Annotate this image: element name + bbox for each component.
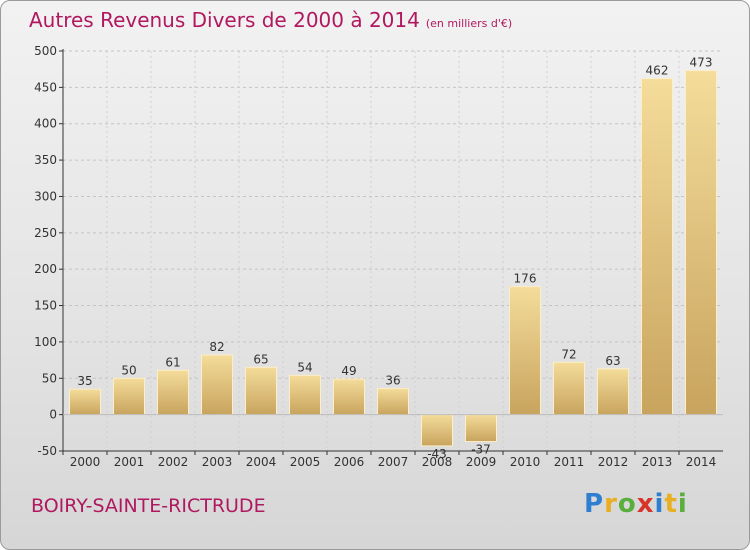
x-tick-label: 2000 (70, 455, 101, 469)
logo-letter: x (636, 489, 655, 519)
data-label-2002: 61 (165, 355, 180, 369)
data-label-2004: 65 (253, 352, 268, 366)
x-tick-label: 2009 (466, 455, 497, 469)
x-tick-label: 2010 (510, 455, 541, 469)
y-tick-label: 50 (42, 371, 57, 385)
x-tick-label: 2002 (158, 455, 189, 469)
y-tick-label: 200 (34, 262, 57, 276)
logo-letter: r (604, 489, 618, 519)
x-tick-label: 2013 (642, 455, 673, 469)
chart-title: Autres Revenus Divers de 2000 à 2014 (29, 8, 420, 32)
x-tick-label: 2006 (334, 455, 365, 469)
y-tick-label: -50 (37, 444, 57, 458)
bar-2005 (289, 374, 321, 416)
logo-letter: i (654, 489, 665, 519)
data-label-2000: 35 (77, 374, 92, 388)
y-tick-label: 250 (34, 226, 57, 240)
data-label-2011: 72 (561, 347, 576, 361)
bars (69, 70, 717, 447)
data-labels: 35 50 61 82 65 54 49 36 -43 -37 176 72 63 462 473 (77, 56, 712, 461)
bar-2013 (641, 78, 673, 416)
y-tick-label: 400 (34, 117, 57, 131)
y-tick-label: 350 (34, 153, 57, 167)
place-name: BOIRY-SAINTE-RICTRUDE (31, 495, 266, 517)
logo-letter: P (584, 489, 605, 519)
logo-letter: i (677, 489, 688, 519)
x-tick-label: 2003 (202, 455, 233, 469)
logo-letter: t (664, 489, 678, 519)
chart-title-block: Autres Revenus Divers de 2000 à 2014 (en … (29, 8, 512, 32)
y-tick-label: 450 (34, 80, 57, 94)
bar-2007 (377, 387, 409, 416)
chart-unit: (en milliers d'€) (425, 17, 513, 30)
proxiti-logo: Proxiti (584, 489, 688, 519)
x-tick-label: 2007 (378, 455, 409, 469)
bar-2014 (685, 70, 717, 416)
bar-2001 (113, 377, 145, 416)
data-label-2001: 50 (121, 363, 136, 377)
x-tick-label: 2012 (598, 455, 629, 469)
bar-2012 (597, 368, 629, 416)
bar-2009 (465, 414, 497, 443)
y-tick-label: 100 (34, 335, 57, 349)
x-tick-label: 2005 (290, 455, 321, 469)
data-label-2010: 176 (514, 272, 537, 286)
data-label-2008: -43 (427, 447, 447, 461)
bar-2011 (553, 361, 585, 416)
data-label-2009: -37 (471, 443, 491, 457)
x-tick-label: 2008 (422, 455, 453, 469)
data-label-2013: 462 (646, 64, 669, 78)
data-label-2012: 63 (605, 354, 620, 368)
y-tick-label: 500 (34, 44, 57, 58)
x-tick-label: 2001 (114, 455, 145, 469)
data-label-2003: 82 (209, 340, 224, 354)
bar-2000 (69, 388, 101, 416)
y-tick-label: 300 (34, 189, 57, 203)
x-tick-label: 2011 (554, 455, 585, 469)
bar-2003 (201, 354, 233, 416)
data-label-2005: 54 (297, 360, 312, 374)
bar-2002 (157, 369, 189, 416)
y-tick-label: 150 (34, 299, 57, 313)
bar-2006 (333, 378, 365, 416)
y-tick-label: 0 (49, 408, 57, 422)
bar-2008 (421, 414, 453, 447)
bar-2010 (509, 286, 541, 416)
data-label-2006: 49 (341, 364, 356, 378)
logo-letter: o (617, 489, 637, 519)
bar-2004 (245, 366, 277, 416)
x-tick-label: 2014 (686, 455, 717, 469)
data-label-2007: 36 (385, 373, 400, 387)
data-label-2014: 473 (690, 56, 713, 70)
x-tick-label: 2004 (246, 455, 277, 469)
